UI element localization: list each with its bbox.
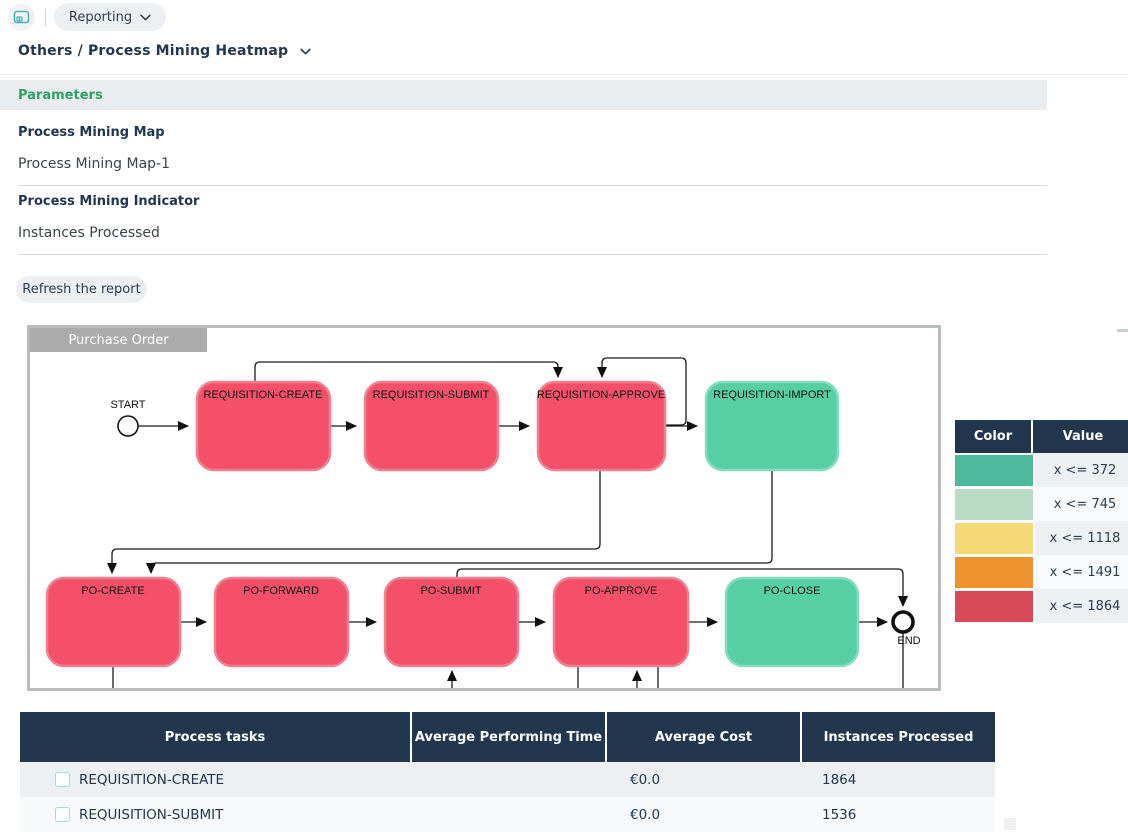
scrollbar-fragment[interactable] — [1117, 329, 1128, 332]
task-label: PO-CLOSE — [764, 585, 821, 597]
parameters-title: Parameters — [18, 87, 103, 103]
header-divider — [0, 74, 1128, 75]
avg-cost: €0.0 — [630, 771, 661, 788]
node-requisition-submit[interactable]: REQUISITION-SUBMIT — [363, 380, 500, 472]
node-po-create[interactable]: PO-CREATE — [45, 576, 182, 668]
task-name: REQUISITION-CREATE — [79, 771, 225, 788]
breadcrumb[interactable]: Others / Process Mining Heatmap — [18, 43, 311, 59]
col-process-tasks: Process tasks — [164, 729, 266, 745]
legend-value: x <= 1864 — [1035, 589, 1128, 623]
task-label: REQUISITION-IMPORT — [713, 389, 831, 401]
process-mining-indicator-value[interactable]: Instances Processed — [18, 225, 160, 241]
task-label: PO-SUBMIT — [420, 585, 481, 597]
topbar-divider — [45, 9, 46, 26]
reporting-dropdown[interactable]: Reporting — [54, 3, 166, 31]
instances-processed: 1864 — [822, 771, 857, 788]
col-average-cost: Average Cost — [605, 712, 800, 762]
chevron-down-icon[interactable] — [300, 48, 311, 55]
legend-value: x <= 745 — [1035, 487, 1128, 521]
table-row[interactable]: REQUISITION-CREATE €0.0 1864 — [20, 762, 995, 797]
task-box[interactable] — [213, 576, 350, 668]
task-box[interactable] — [45, 576, 182, 668]
legend-swatch — [955, 522, 1033, 554]
avg-cost: €0.0 — [630, 806, 661, 823]
legend-row: x <= 745 — [955, 487, 1128, 521]
node-po-submit[interactable]: PO-SUBMIT — [383, 576, 520, 668]
node-requisition-import[interactable]: REQUISITION-IMPORT — [704, 380, 840, 472]
task-box[interactable] — [536, 380, 667, 472]
node-requisition-create[interactable]: REQUISITION-CREATE — [195, 380, 332, 472]
task-box[interactable] — [724, 576, 860, 668]
legend-row: x <= 1118 — [955, 521, 1128, 555]
row-checkbox[interactable] — [55, 772, 70, 787]
task-label: REQUISITION-APPROVE — [537, 389, 665, 401]
node-po-approve[interactable]: PO-APPROVE — [552, 576, 690, 668]
task-box[interactable] — [195, 380, 332, 472]
parameters-section-bar: Parameters — [0, 80, 1047, 110]
top-bar: Reporting — [0, 0, 1128, 36]
task-box[interactable] — [704, 380, 840, 472]
legend-swatch — [955, 488, 1033, 520]
legend-color-header: Color — [955, 420, 1033, 453]
start-label: START — [110, 399, 145, 411]
instances-processed: 1536 — [822, 806, 857, 823]
task-label: PO-APPROVE — [585, 585, 658, 597]
node-requisition-approve[interactable]: REQUISITION-APPROVE — [536, 380, 667, 472]
legend-value: x <= 372 — [1035, 453, 1128, 487]
process-tasks-table: Process tasks Average Performing Time Av… — [20, 712, 995, 832]
col-average-performing-time: Average Performing Time — [410, 712, 605, 762]
scrollbar-corner[interactable] — [1004, 818, 1016, 830]
legend-swatch — [955, 556, 1033, 588]
legend-row: x <= 372 — [955, 453, 1128, 487]
process-mining-indicator-label: Process Mining Indicator — [18, 194, 200, 209]
field-underline — [18, 185, 1047, 186]
task-box[interactable] — [383, 576, 520, 668]
node-po-forward[interactable]: PO-FORWARD — [213, 576, 350, 668]
table-header: Process tasks Average Performing Time Av… — [20, 712, 995, 762]
add-widget-button[interactable] — [8, 4, 35, 31]
diagram-canvas: START END REQUISITION-CREATE REQUISITION… — [45, 357, 921, 688]
legend-row: x <= 1491 — [955, 555, 1128, 589]
start-node[interactable] — [117, 415, 139, 437]
legend-row: x <= 1864 — [955, 589, 1128, 623]
node-po-close[interactable]: PO-CLOSE — [724, 576, 860, 668]
row-checkbox[interactable] — [55, 807, 70, 822]
process-mining-diagram: START END REQUISITION-CREATE REQUISITION… — [27, 325, 941, 691]
task-label: PO-CREATE — [81, 585, 144, 597]
reporting-label: Reporting — [68, 9, 133, 25]
table-row[interactable]: REQUISITION-SUBMIT €0.0 1536 — [20, 797, 995, 832]
chevron-down-icon — [140, 14, 151, 20]
window-plus-icon — [13, 10, 30, 24]
legend-header: Color Value — [955, 420, 1128, 453]
process-mining-map-value[interactable]: Process Mining Map-1 — [18, 156, 171, 172]
task-label: REQUISITION-CREATE — [204, 389, 323, 401]
refresh-report-button[interactable]: Refresh the report — [16, 276, 147, 303]
legend-value: x <= 1491 — [1035, 555, 1128, 589]
task-label: REQUISITION-SUBMIT — [373, 389, 490, 401]
breadcrumb-text: Others / Process Mining Heatmap — [18, 43, 289, 59]
field-underline — [18, 254, 1047, 255]
task-box[interactable] — [552, 576, 690, 668]
end-node[interactable] — [891, 610, 915, 634]
process-mining-map-label: Process Mining Map — [18, 125, 165, 140]
heatmap-legend: Color Value x <= 372 x <= 745 x <= 1118 … — [955, 420, 1128, 623]
legend-value-header: Value — [1033, 420, 1128, 453]
col-instances-processed: Instances Processed — [800, 712, 995, 762]
task-box[interactable] — [363, 380, 500, 472]
legend-value: x <= 1118 — [1035, 521, 1128, 555]
diagram-title-tab: Purchase Order — [30, 328, 207, 352]
legend-swatch — [955, 454, 1033, 486]
task-label: PO-FORWARD — [243, 585, 319, 597]
task-name: REQUISITION-SUBMIT — [79, 806, 224, 823]
end-label: END — [897, 635, 920, 647]
legend-swatch — [955, 590, 1033, 622]
